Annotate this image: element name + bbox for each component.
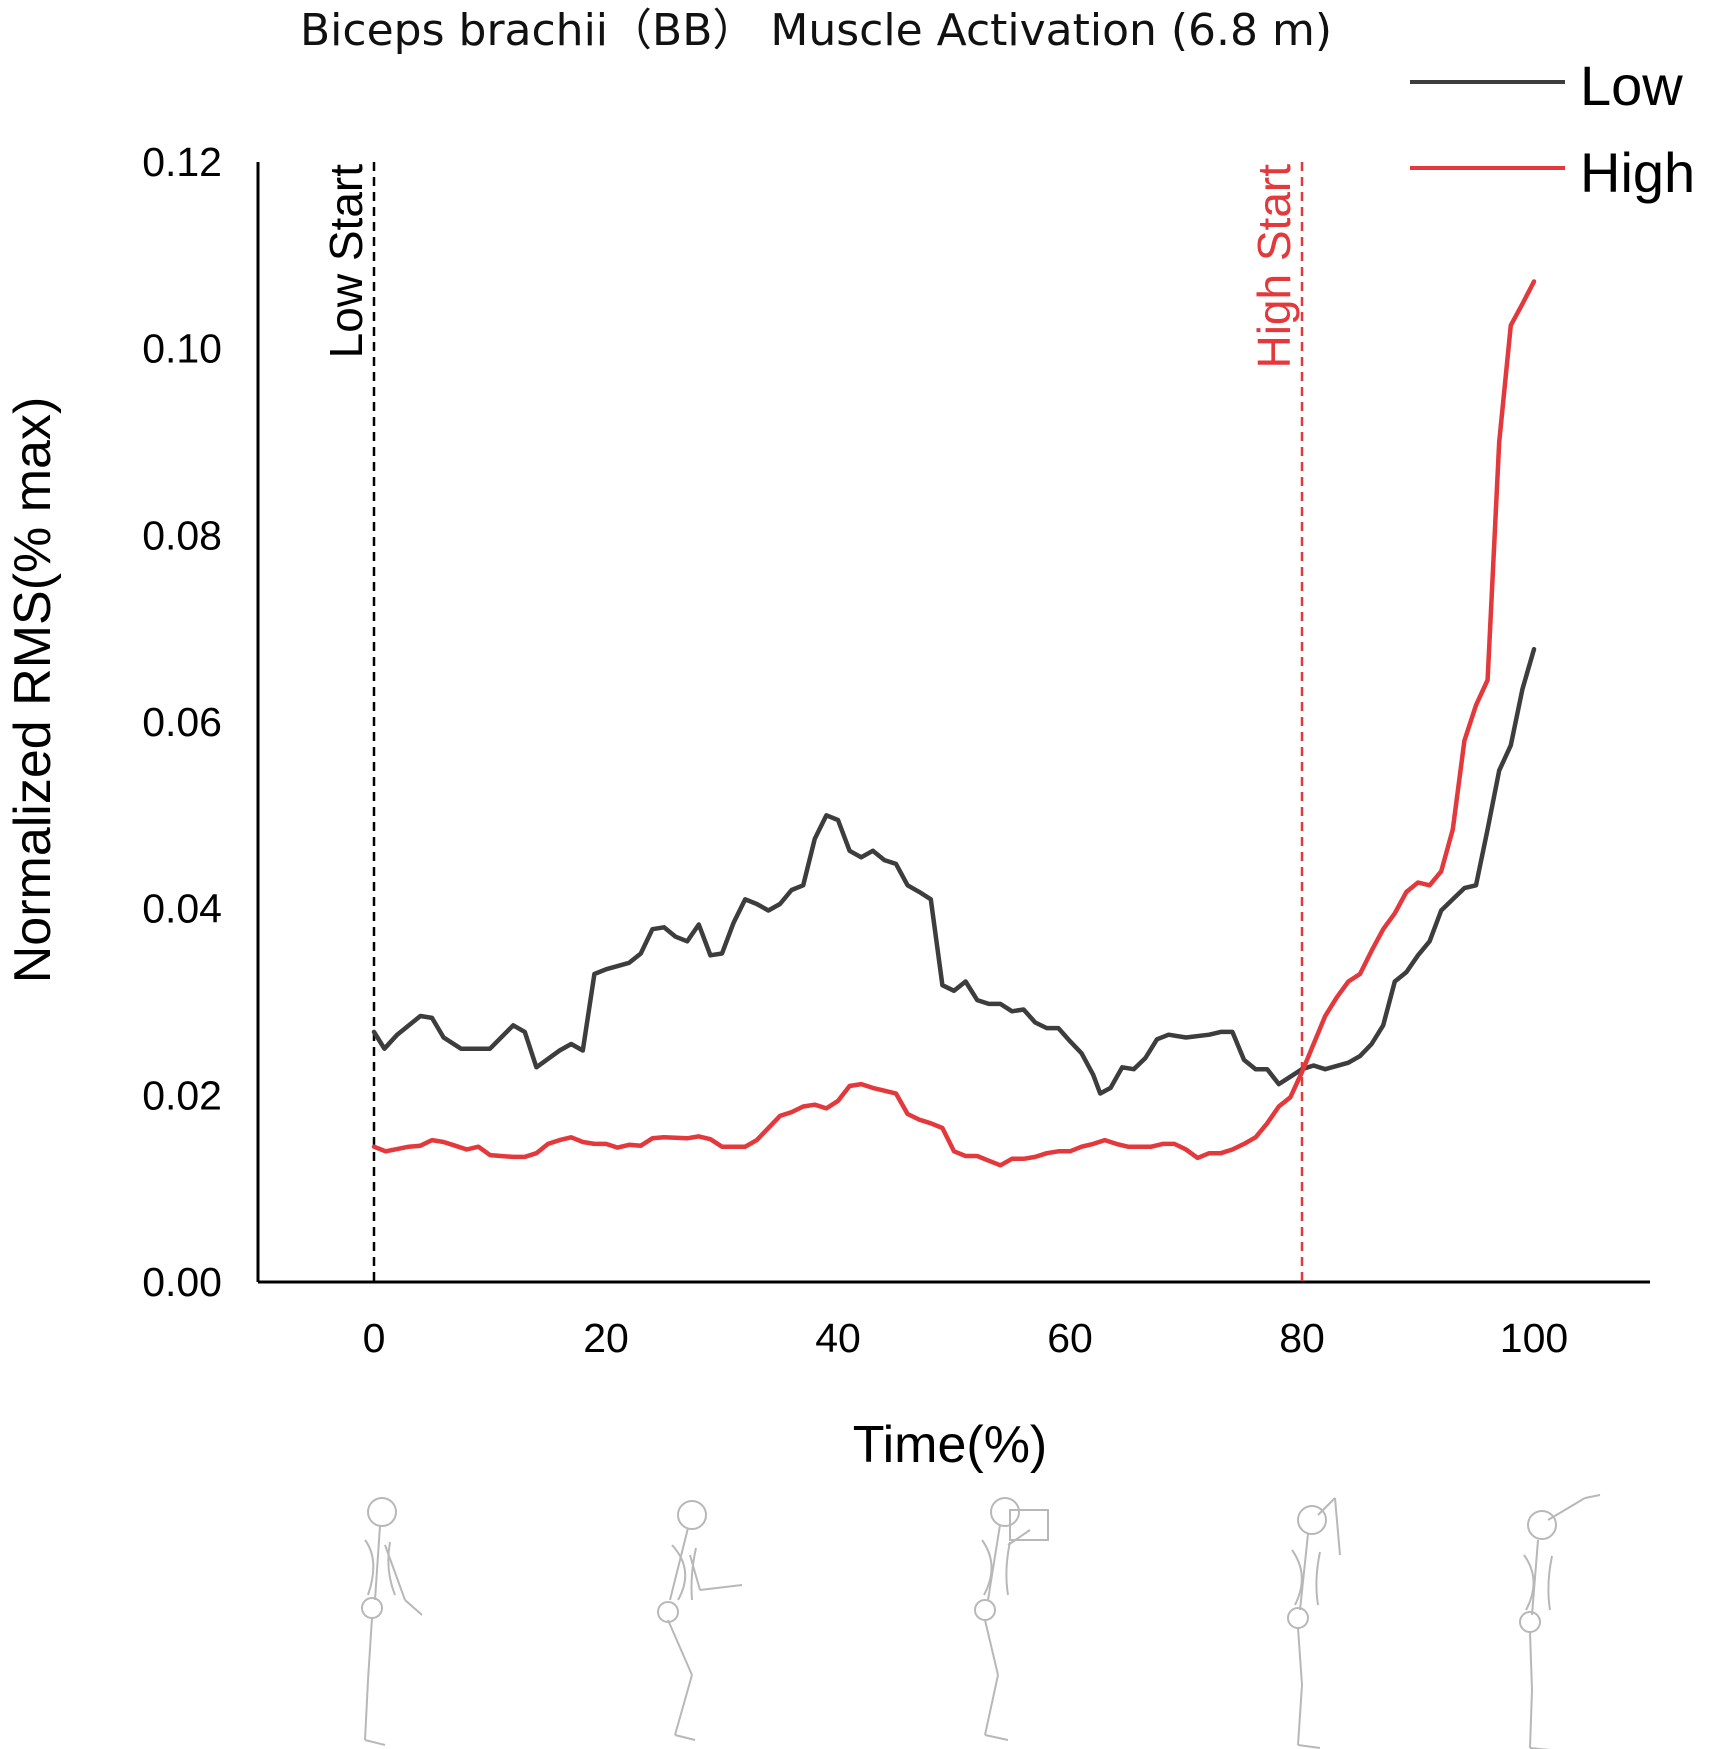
x-tick-labels: 0 20 40 60 80 100 [363,1315,1569,1361]
y-tick-label: 0.12 [142,139,222,185]
y-axis: 0.00 0.02 0.04 0.06 0.08 0.10 0.12 Normalized … [4,139,260,1305]
skeleton-figure-raising [1287,1497,1341,1749]
start-marker-label: High Start [1248,164,1300,369]
skeleton-figure-crouching [657,1500,743,1741]
y-axis-title: Normalized RMS(% max) [4,397,62,984]
y-tick-label: 0.08 [142,512,222,558]
y-tick-label: 0.04 [142,886,222,932]
skeleton-figure-standing [361,1497,423,1746]
legend-label-high: High [1580,141,1695,204]
x-tick-label: 60 [1047,1315,1093,1361]
x-tick-label: 0 [363,1315,386,1361]
skeleton-illustrations [361,1494,1601,1749]
y-tick-label: 0.06 [142,699,222,745]
x-axis-title: Time(%) [853,1416,1048,1474]
y-tick-label: 0.10 [142,326,222,372]
skeleton-figure-overhead [1519,1494,1601,1749]
x-tick-label: 40 [815,1315,861,1361]
x-axis: 0 20 40 60 80 100 Time(%) [258,1280,1650,1474]
series-line-low [371,646,1537,1096]
series-line-high [371,279,1537,1168]
legend: Low High [1410,54,1695,204]
legend-label-low: Low [1580,54,1683,117]
x-tick-label: 20 [583,1315,629,1361]
start-marker-label: Low Start [320,164,372,359]
y-tick-label: 0.00 [142,1259,222,1305]
x-tick-label: 80 [1279,1315,1325,1361]
x-tick-label: 100 [1500,1315,1568,1361]
skeleton-figure-lifting [974,1497,1049,1741]
y-tick-label: 0.02 [142,1072,222,1118]
y-tick-labels: 0.00 0.02 0.04 0.06 0.08 0.10 0.12 [142,139,222,1305]
data-series [371,279,1537,1168]
chart-title: Biceps brachii（BB） Muscle Activation (6.… [300,5,1332,56]
start-markers: Low Start High Start [320,162,1304,1282]
